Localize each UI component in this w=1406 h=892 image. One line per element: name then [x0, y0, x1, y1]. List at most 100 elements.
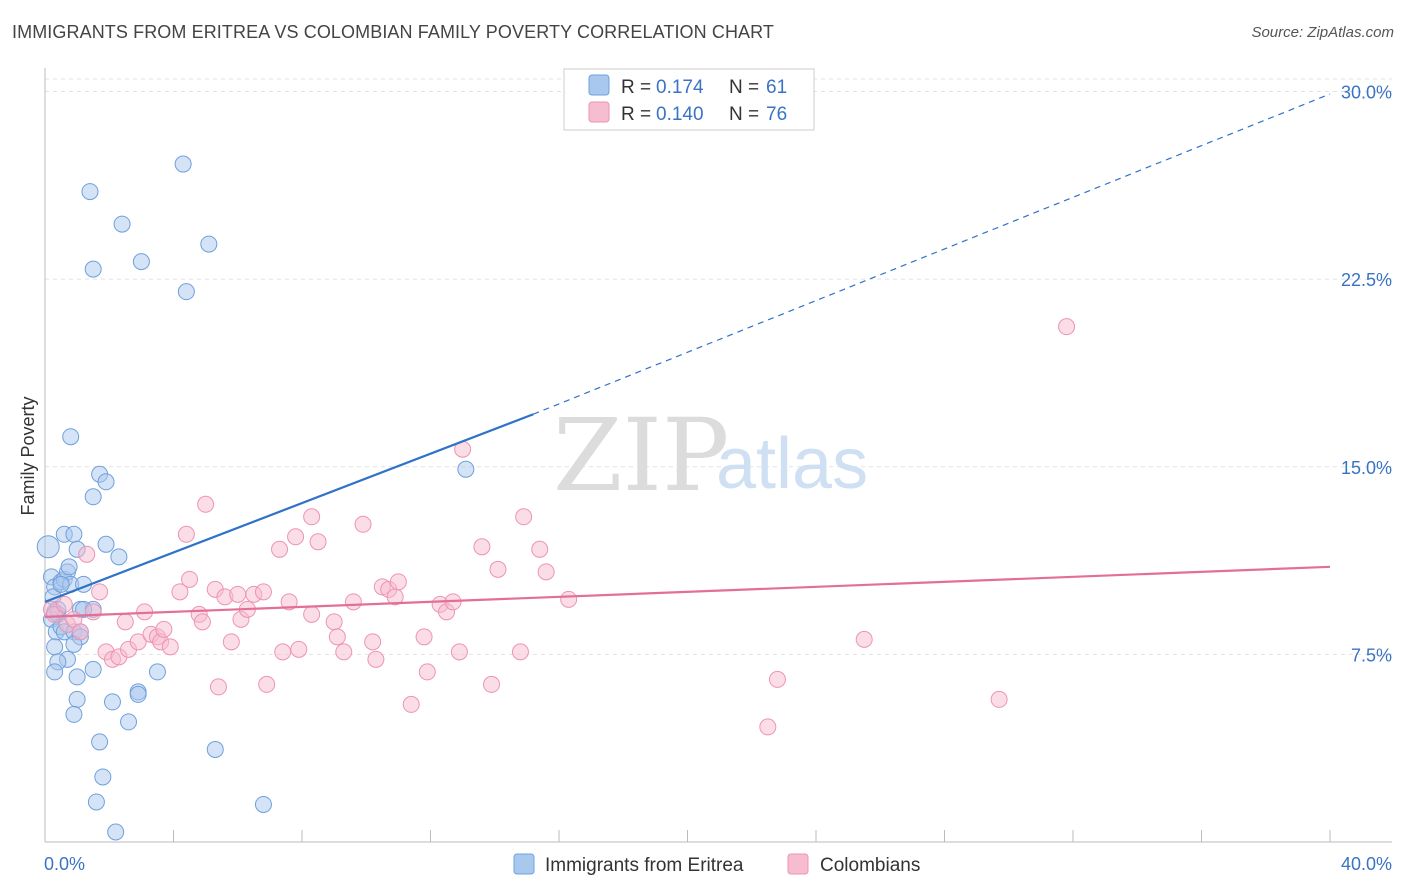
eritrea-point: [457, 460, 475, 478]
colombians-point: [177, 525, 195, 543]
colombians-point: [367, 650, 385, 668]
eritrea-point: [120, 713, 138, 731]
colombians-point: [309, 533, 327, 551]
colombians-point: [325, 613, 343, 631]
eritrea-trend-line: [44, 413, 534, 603]
colombians-point: [274, 643, 292, 661]
watermark: ZIP atlas: [553, 397, 868, 514]
eritrea-point: [177, 283, 195, 301]
eritrea-point: [84, 260, 102, 278]
eritrea-point: [65, 705, 83, 723]
legend-swatch-eritrea: [588, 74, 610, 96]
eritrea-point: [68, 690, 86, 708]
eritrea-point: [103, 693, 121, 711]
y-tick-label: 15.0%: [1341, 458, 1392, 478]
legend-r-label-eritrea: R =: [621, 77, 651, 98]
colombians-point: [990, 690, 1008, 708]
colombians-point: [271, 540, 289, 558]
colombians-point: [450, 643, 468, 661]
colombians-point: [473, 538, 491, 556]
eritrea-point: [65, 525, 83, 543]
colombians-point: [116, 613, 134, 631]
colombians-point: [78, 545, 96, 563]
legend-n-label-colombians: N =: [729, 104, 759, 125]
eritrea-point: [68, 668, 86, 686]
colombians-point: [415, 628, 433, 646]
legend-n-label-eritrea: N =: [729, 77, 759, 98]
eritrea-point: [132, 253, 150, 271]
colombians-point: [354, 515, 372, 533]
eritrea-point: [148, 663, 166, 681]
eritrea-point: [200, 235, 218, 253]
x-tick-label-max: 40.0%: [1341, 854, 1392, 874]
bottom-legend-swatch-eritrea: [513, 853, 535, 875]
colombians-point: [511, 643, 529, 661]
eritrea-point: [52, 575, 70, 593]
axes: [44, 68, 1392, 843]
colombians-point: [71, 623, 89, 641]
source-label: Source: ZipAtlas.com: [1251, 24, 1394, 41]
eritrea-point: [254, 795, 272, 813]
colombians-point: [759, 718, 777, 736]
y-tick-labels: 7.5% 15.0% 22.5% 30.0%: [1341, 83, 1392, 666]
data-points: [36, 155, 1076, 841]
chart-title: IMMIGRANTS FROM ERITREA VS COLOMBIAN FAM…: [12, 22, 775, 42]
colombians-point: [229, 585, 247, 603]
colombians-point: [1058, 318, 1076, 336]
y-tick-label: 30.0%: [1341, 83, 1392, 103]
colombians-point: [855, 630, 873, 648]
colombians-point: [515, 508, 533, 526]
colombians-point: [161, 638, 179, 656]
y-axis-label: Family Poverty: [18, 396, 38, 515]
watermark-zip: ZIP: [553, 397, 729, 514]
colombians-point: [91, 583, 109, 601]
bottom-legend-swatch-colombians: [787, 853, 809, 875]
eritrea-point: [84, 488, 102, 506]
eritrea-point: [62, 428, 80, 446]
colombians-point: [209, 678, 227, 696]
grid: [45, 78, 1392, 655]
colombians-point: [287, 528, 305, 546]
eritrea-point: [174, 155, 192, 173]
legend-r-value-colombians: 0.140: [656, 104, 704, 125]
colombians-point: [489, 560, 507, 578]
watermark-atlas: atlas: [716, 424, 868, 504]
colombians-trend-line: [44, 565, 1331, 618]
eritrea-trend-extension: [533, 93, 1331, 415]
colombians-point: [389, 573, 407, 591]
colombians-point: [303, 508, 321, 526]
colombians-point: [418, 663, 436, 681]
colombians-point: [531, 540, 549, 558]
colombians-point: [222, 633, 240, 651]
colombians-point: [129, 633, 147, 651]
eritrea-point: [81, 183, 99, 201]
y-tick-label: 7.5%: [1351, 645, 1392, 665]
eritrea-point: [46, 663, 64, 681]
eritrea-point: [113, 215, 131, 233]
colombians-point: [483, 675, 501, 693]
colombians-point: [303, 605, 321, 623]
eritrea-point: [107, 823, 125, 841]
colombians-point: [171, 583, 189, 601]
eritrea-point: [110, 548, 128, 566]
stats-legend: R = 0.174 N = 61 R = 0.140 N = 76: [563, 68, 815, 131]
bottom-legend-label-colombians: Colombians: [820, 855, 920, 876]
legend-n-value-colombians: 76: [766, 104, 787, 125]
bottom-legend: Immigrants from Eritrea Colombians: [513, 853, 920, 876]
colombians-point: [155, 620, 173, 638]
eritrea-point: [91, 733, 109, 751]
colombians-point: [537, 563, 555, 581]
colombians-point: [193, 613, 211, 631]
colombians-point: [197, 495, 215, 513]
eritrea-point: [97, 473, 115, 491]
legend-n-value-eritrea: 61: [766, 77, 787, 98]
eritrea-point: [60, 558, 78, 576]
colombians-point: [402, 695, 420, 713]
colombians-point: [84, 603, 102, 621]
colombians-point: [335, 643, 353, 661]
colombians-point: [258, 675, 276, 693]
eritrea-point: [94, 768, 112, 786]
eritrea-point: [206, 740, 224, 758]
eritrea-point: [129, 685, 147, 703]
